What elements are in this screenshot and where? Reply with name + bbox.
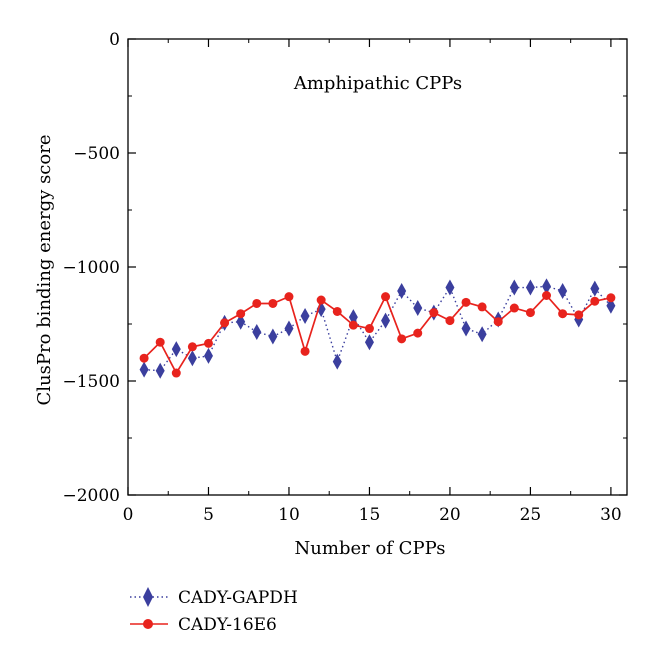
data-point-circle (606, 293, 616, 303)
data-point-circle (252, 298, 262, 308)
data-point-circle (203, 338, 213, 348)
data-point-diamond (364, 334, 374, 351)
x-tick-label: 25 (520, 505, 542, 525)
x-tick-label: 30 (600, 505, 622, 525)
data-point-diamond (397, 282, 407, 299)
data-point-diamond (381, 312, 391, 329)
data-point-circle (590, 296, 600, 306)
data-point-circle (155, 337, 165, 347)
data-point-diamond (590, 280, 600, 297)
series-cady-16e6 (139, 291, 616, 378)
y-tick-label: −1500 (62, 372, 120, 392)
data-point-circle (284, 292, 294, 302)
x-tick-label: 20 (439, 505, 461, 525)
data-point-circle (413, 328, 423, 338)
y-tick-label: 0 (109, 30, 120, 50)
data-point-circle (509, 303, 519, 313)
data-point-circle (364, 324, 374, 334)
chart-title: Amphipathic CPPs (293, 73, 462, 94)
legend-label: CADY-16E6 (178, 615, 277, 635)
data-point-circle (348, 320, 358, 330)
legend-diamond-marker (143, 587, 153, 607)
data-point-diamond (171, 341, 181, 358)
data-point-diamond (445, 279, 455, 296)
data-point-diamond (509, 279, 519, 296)
data-point-diamond (558, 282, 568, 299)
data-point-diamond (461, 320, 471, 337)
data-point-circle (316, 295, 326, 305)
data-point-circle (429, 308, 439, 318)
data-point-circle (493, 317, 503, 327)
data-point-circle (445, 316, 455, 326)
data-point-diamond (139, 361, 149, 378)
legend-circle-marker (143, 619, 153, 629)
data-point-diamond (348, 309, 358, 326)
y-tick-label: −500 (73, 144, 120, 164)
data-point-diamond (477, 326, 487, 343)
data-point-diamond (332, 353, 342, 370)
data-point-circle (236, 309, 246, 319)
y-tick-label: −2000 (62, 486, 120, 506)
data-point-circle (461, 297, 471, 307)
x-tick-label: 5 (203, 505, 214, 525)
data-point-diamond (155, 362, 165, 379)
data-point-diamond (268, 328, 278, 345)
data-point-circle (171, 368, 181, 378)
data-point-circle (574, 310, 584, 320)
x-tick-label: 10 (278, 505, 300, 525)
data-point-circle (268, 298, 278, 308)
data-point-diamond (203, 347, 213, 364)
plot-area (127, 38, 628, 496)
x-axis-title: Number of CPPs (295, 538, 446, 559)
data-point-circle (220, 318, 230, 328)
x-tick-label: 0 (123, 505, 134, 525)
axes: 0 5 10 15 20 25 30 0 −500 −1000 −1500 −2000 (62, 30, 627, 525)
data-point-diamond (187, 350, 197, 367)
data-point-circle (187, 342, 197, 352)
series-layer (139, 278, 616, 379)
data-point-circle (381, 292, 391, 302)
data-point-diamond (300, 308, 310, 325)
data-point-diamond (606, 297, 616, 314)
data-point-circle (525, 308, 535, 318)
data-point-circle (300, 346, 310, 356)
data-point-diamond (252, 323, 262, 340)
x-tick-label: 15 (359, 505, 381, 525)
data-point-circle (139, 353, 149, 363)
data-point-diamond (413, 300, 423, 317)
y-tick-label: −1000 (62, 258, 120, 278)
data-point-circle (542, 291, 552, 300)
data-point-diamond (525, 279, 535, 296)
data-point-circle (477, 302, 487, 312)
data-point-circle (332, 306, 342, 316)
legend-item-cady-16e6: CADY-16E6 (130, 615, 277, 635)
data-point-diamond (284, 320, 294, 337)
legend: CADY-GAPDH CADY-16E6 (130, 587, 298, 635)
y-axis-title: ClusPro binding energy score (34, 135, 55, 406)
legend-item-cady-gapdh: CADY-GAPDH (130, 587, 298, 608)
series-line (143, 294, 612, 375)
data-point-diamond (542, 278, 552, 295)
data-point-circle (558, 309, 568, 319)
plot-frame (127, 38, 628, 496)
legend-label: CADY-GAPDH (178, 588, 298, 608)
data-point-circle (397, 334, 407, 344)
series-line (144, 285, 612, 372)
data-point-diamond (236, 313, 246, 330)
